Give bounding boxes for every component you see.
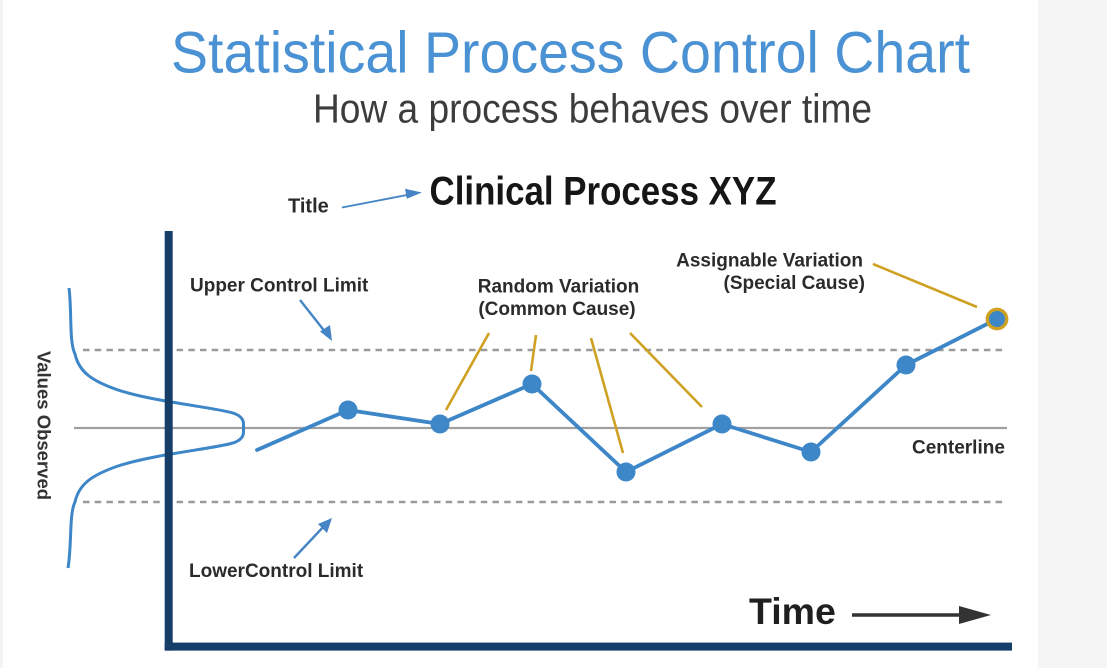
- svg-text:LowerControl Limit: LowerControl Limit: [189, 561, 364, 582]
- svg-text:How a process behaves over tim: How a process behaves over time: [313, 86, 872, 132]
- svg-text:Centerline: Centerline: [912, 438, 1005, 459]
- svg-text:Random Variation: Random Variation: [478, 277, 640, 298]
- svg-text:(Common Cause): (Common Cause): [478, 299, 635, 320]
- svg-text:Statistical Process Control Ch: Statistical Process Control Chart: [171, 21, 970, 86]
- svg-text:(Special Cause): (Special Cause): [724, 273, 866, 294]
- svg-text:Time: Time: [749, 590, 836, 632]
- svg-text:Assignable Variation: Assignable Variation: [676, 251, 863, 272]
- svg-text:Values Observed: Values Observed: [34, 351, 55, 500]
- svg-text:Clinical Process XYZ: Clinical Process XYZ: [430, 170, 777, 214]
- svg-text:Upper Control Limit: Upper Control Limit: [190, 276, 369, 297]
- svg-text:Title: Title: [288, 196, 329, 218]
